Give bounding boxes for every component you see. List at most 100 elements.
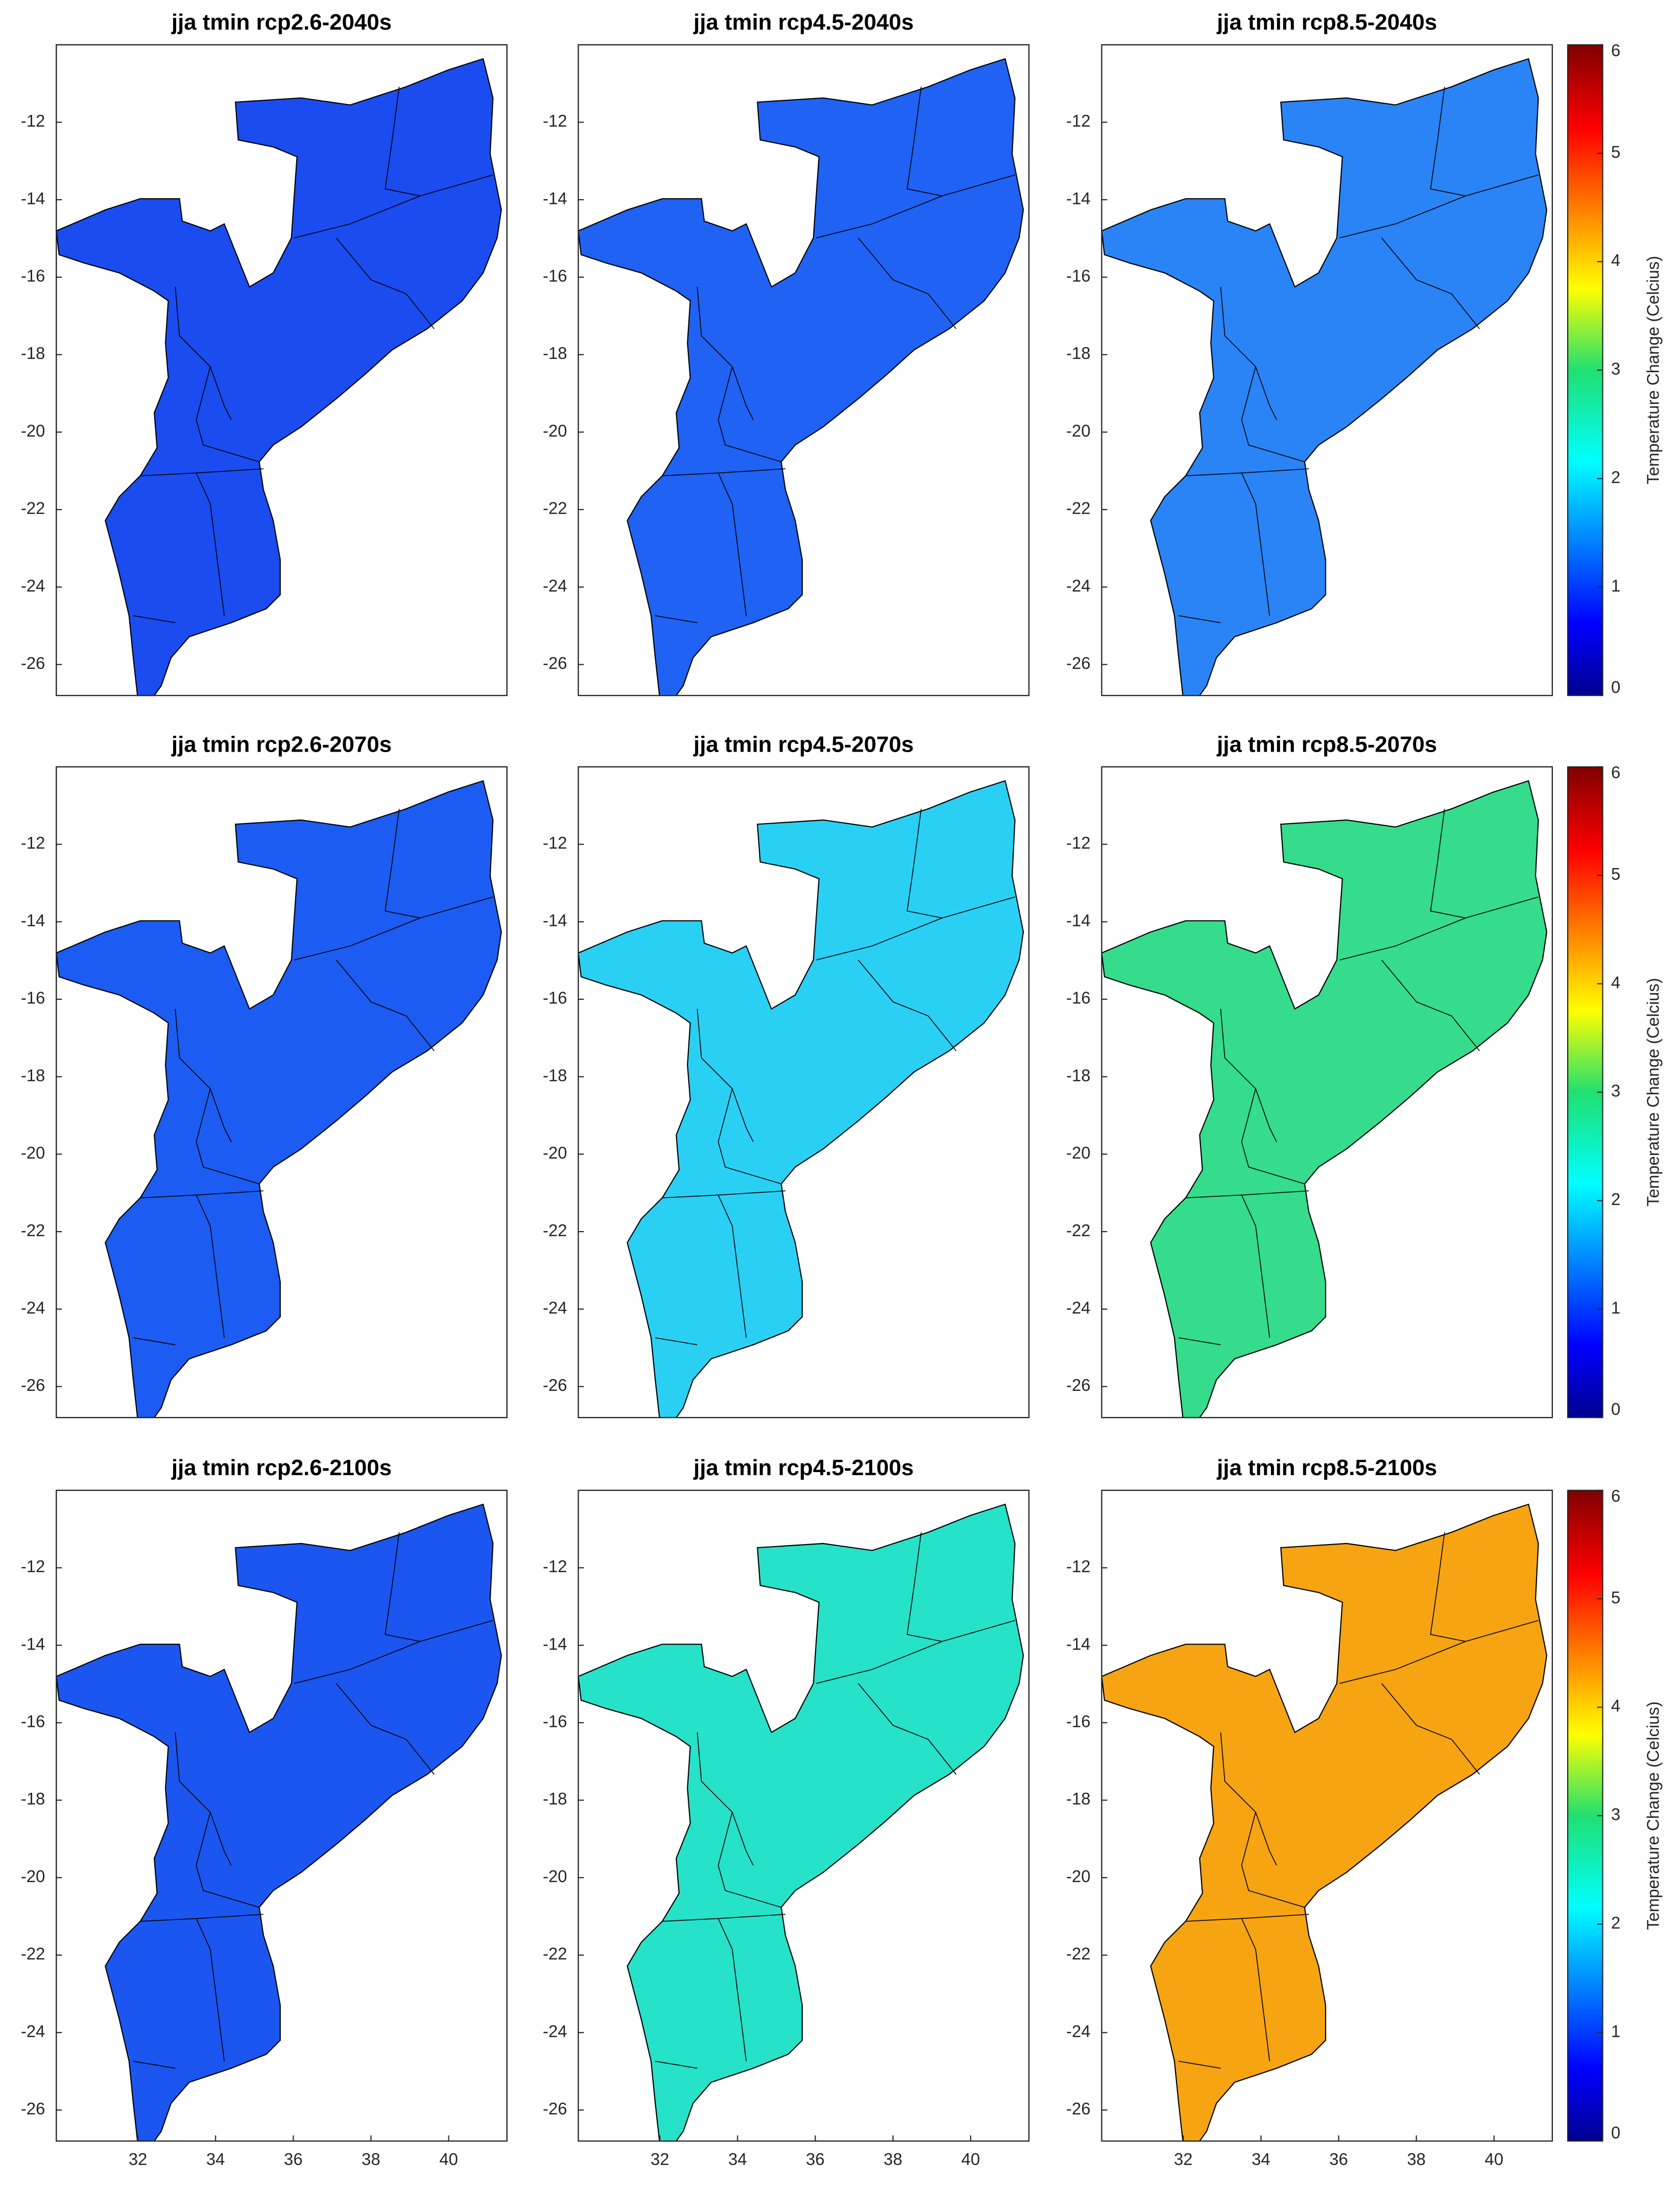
y-tick-label: -20 [21, 1867, 45, 1886]
y-tick-label: -24 [543, 2021, 567, 2040]
y-tick-label: -14 [1066, 1634, 1091, 1653]
y-tick-label: -24 [1066, 576, 1091, 595]
x-tick-label: 36 [1329, 2150, 1348, 2169]
x-tick-label: 40 [439, 2150, 458, 2169]
y-tick-label: -16 [1066, 267, 1091, 285]
colorbar-tick-label: 1 [1611, 576, 1620, 595]
colorbar-tick-label: 2 [1611, 1913, 1620, 1932]
y-tick-label: -18 [21, 1789, 45, 1808]
y-tick-label: -26 [1066, 1376, 1091, 1394]
panel-title: jja tmin rcp8.5-2100s [1216, 1455, 1437, 1480]
colorbar-label: Temperature Change (Celcius) [1644, 978, 1663, 1207]
y-tick-label: -14 [543, 189, 567, 208]
axes-border [1101, 1489, 1553, 2142]
x-tick-label: 36 [284, 2150, 303, 2169]
x-tick-label: 38 [1407, 2150, 1426, 2169]
y-tick-label: -26 [543, 1376, 567, 1394]
y-tick-label: -18 [21, 1066, 45, 1085]
y-tick-label: -22 [21, 499, 45, 518]
panel-title: jja tmin rcp4.5-2070s [693, 732, 914, 757]
y-tick-label: -14 [21, 911, 45, 930]
axes-border [1101, 44, 1553, 696]
y-tick-label: -12 [1066, 111, 1091, 130]
y-tick-label: -22 [543, 1944, 567, 1963]
y-tick-label: -26 [21, 654, 45, 672]
y-tick-label: -16 [21, 989, 45, 1007]
axes-border [56, 44, 508, 696]
x-tick-label: 34 [1252, 2150, 1270, 2169]
y-tick-label: -24 [543, 1298, 567, 1317]
colorbar-tick-label: 0 [1611, 678, 1620, 696]
y-tick-label: -24 [1066, 2021, 1091, 2040]
y-tick-label: -16 [543, 1712, 567, 1731]
y-tick-label: -26 [543, 654, 567, 672]
x-tick-label: 38 [883, 2150, 902, 2169]
axes-border [56, 766, 508, 1418]
y-tick-label: -20 [21, 421, 45, 440]
y-tick-label: -22 [21, 1221, 45, 1240]
y-tick-label: -20 [1066, 1867, 1091, 1886]
y-tick-label: -22 [1066, 499, 1091, 518]
panel-title: jja tmin rcp8.5-2040s [1216, 10, 1437, 35]
colorbar-tick-label: 0 [1611, 1400, 1620, 1418]
y-tick-label: -22 [21, 1944, 45, 1963]
colorbar [1567, 44, 1603, 696]
axes-border [578, 44, 1030, 696]
y-tick-label: -12 [1066, 833, 1091, 852]
axes-border [1101, 766, 1553, 1418]
colorbar-tick-label: 3 [1611, 1081, 1620, 1100]
x-tick-label: 34 [728, 2150, 747, 2169]
y-tick-label: -14 [21, 189, 45, 208]
y-tick-label: -16 [543, 267, 567, 285]
x-tick-label: 32 [129, 2150, 148, 2169]
y-tick-label: -20 [543, 1143, 567, 1162]
panel-title: jja tmin rcp4.5-2040s [693, 10, 914, 35]
colorbar-tick-label: 5 [1611, 1588, 1620, 1607]
colorbar [1567, 766, 1603, 1418]
y-tick-label: -16 [1066, 989, 1091, 1007]
y-tick-label: -20 [543, 1867, 567, 1886]
x-tick-label: 32 [651, 2150, 669, 2169]
y-tick-label: -18 [543, 1066, 567, 1085]
colorbar-tick-label: 4 [1611, 973, 1620, 992]
y-tick-label: -12 [21, 111, 45, 130]
y-tick-label: -22 [543, 1221, 567, 1240]
y-tick-label: -26 [21, 1376, 45, 1394]
y-tick-label: -24 [1066, 1298, 1091, 1317]
y-tick-label: -12 [543, 1557, 567, 1576]
colorbar-tick-label: 0 [1611, 2123, 1620, 2142]
x-tick-label: 40 [1485, 2150, 1504, 2169]
axes-border [578, 1489, 1030, 2142]
colorbar-tick-label: 5 [1611, 142, 1620, 161]
y-tick-label: -26 [1066, 654, 1091, 672]
x-tick-label: 34 [206, 2150, 225, 2169]
y-tick-label: -20 [543, 421, 567, 440]
axes-border [56, 1489, 508, 2142]
colorbar-tick-label: 3 [1611, 359, 1620, 378]
colorbar-tick-label: 4 [1611, 1696, 1620, 1715]
colorbar-tick-label: 6 [1611, 1486, 1620, 1505]
y-tick-label: -18 [543, 1789, 567, 1808]
y-tick-label: -24 [543, 576, 567, 595]
y-tick-label: -26 [543, 2099, 567, 2118]
colorbar-tick-label: 2 [1611, 1190, 1620, 1209]
x-tick-label: 32 [1174, 2150, 1193, 2169]
panel-title: jja tmin rcp8.5-2070s [1216, 732, 1437, 757]
y-tick-label: -14 [1066, 189, 1091, 208]
y-tick-label: -20 [1066, 421, 1091, 440]
y-tick-label: -18 [21, 344, 45, 363]
y-tick-label: -22 [1066, 1221, 1091, 1240]
y-tick-label: -12 [21, 833, 45, 852]
y-tick-label: -12 [543, 833, 567, 852]
y-tick-label: -18 [1066, 1066, 1091, 1085]
panel-title: jja tmin rcp2.6-2040s [171, 10, 392, 35]
y-tick-label: -18 [1066, 1789, 1091, 1808]
y-tick-label: -20 [21, 1143, 45, 1162]
y-tick-label: -16 [1066, 1712, 1091, 1731]
colorbar-tick-label: 6 [1611, 763, 1620, 782]
y-tick-label: -14 [543, 1634, 567, 1653]
panel-title: jja tmin rcp4.5-2100s [693, 1455, 914, 1480]
colorbar-tick-label: 4 [1611, 251, 1620, 270]
y-tick-label: -24 [21, 576, 45, 595]
y-tick-label: -14 [1066, 911, 1091, 930]
